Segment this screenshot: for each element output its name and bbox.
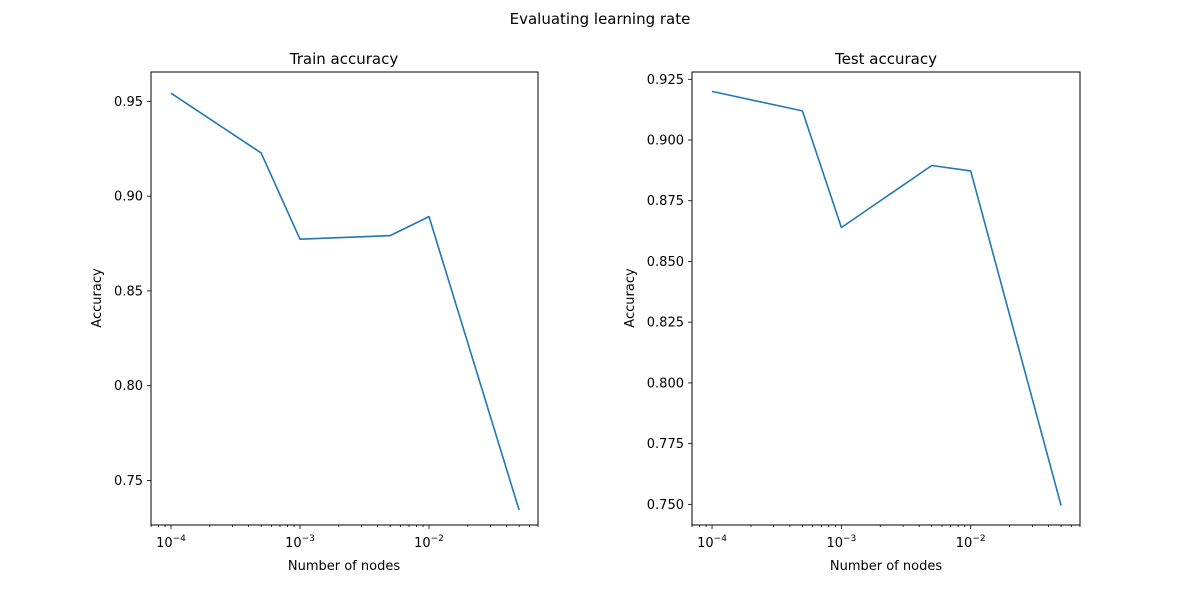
y-axis-label: Accuracy (90, 268, 105, 328)
x-tick-base: 10 (414, 536, 431, 551)
axes-frame (150, 71, 539, 526)
y-tick-label: 0.80 (114, 379, 143, 394)
y-tick-label: 0.900 (647, 134, 684, 149)
y-tick-label: 0.925 (647, 73, 684, 88)
tick-group: 10−4 10−3 10−20.750.800.850.900.95 (114, 95, 539, 551)
series-line (711, 90, 1062, 506)
y-tick-label: 0.775 (647, 437, 684, 452)
x-tick-label: 10−2 (414, 534, 444, 551)
test-accuracy-chart: Test accuracy Number of nodes Accuracy 1… (623, 50, 1081, 574)
y-tick-label: 0.800 (647, 376, 684, 391)
x-tick-label: 10−3 (826, 534, 856, 551)
x-tick-label: 10−3 (285, 534, 315, 551)
y-tick-label: 0.90 (114, 190, 143, 205)
x-tick-base: 10 (285, 536, 302, 551)
x-tick-label: 10−4 (697, 534, 727, 551)
y-tick-label: 0.825 (647, 316, 684, 331)
y-tick-label: 0.850 (647, 255, 684, 270)
y-tick-label: 0.75 (114, 474, 143, 489)
x-tick-base: 10 (697, 536, 714, 551)
train-accuracy-chart: Train accuracy Number of nodes Accuracy … (90, 50, 539, 574)
figure-title: Evaluating learning rate (510, 10, 691, 28)
y-tick-label: 0.750 (647, 498, 684, 513)
x-axis-label: Number of nodes (830, 559, 942, 574)
y-tick-label: 0.85 (114, 284, 143, 299)
axes-frame (691, 71, 1081, 526)
plot-area (170, 92, 520, 511)
x-tick-exponent: −2 (431, 534, 444, 544)
chart-title: Train accuracy (289, 50, 399, 68)
y-tick-label: 0.95 (114, 95, 143, 110)
x-tick-base: 10 (826, 536, 843, 551)
x-tick-exponent: −3 (843, 534, 856, 544)
series-line (170, 92, 520, 511)
x-tick-label: 10−4 (156, 534, 186, 551)
chart-title: Test accuracy (834, 50, 937, 68)
x-tick-exponent: −2 (972, 534, 985, 544)
x-tick-exponent: −4 (714, 534, 728, 544)
x-tick-base: 10 (956, 536, 973, 551)
plot-area (711, 90, 1062, 506)
x-axis-label: Number of nodes (288, 559, 400, 574)
y-tick-label: 0.875 (647, 194, 684, 209)
x-tick-exponent: −4 (173, 534, 187, 544)
y-axis-label: Accuracy (623, 268, 638, 328)
x-tick-base: 10 (156, 536, 173, 551)
x-tick-label: 10−2 (956, 534, 986, 551)
x-tick-exponent: −3 (302, 534, 315, 544)
tick-group: 10−4 10−3 10−20.7500.7750.8000.8250.8500.8… (647, 73, 1081, 551)
